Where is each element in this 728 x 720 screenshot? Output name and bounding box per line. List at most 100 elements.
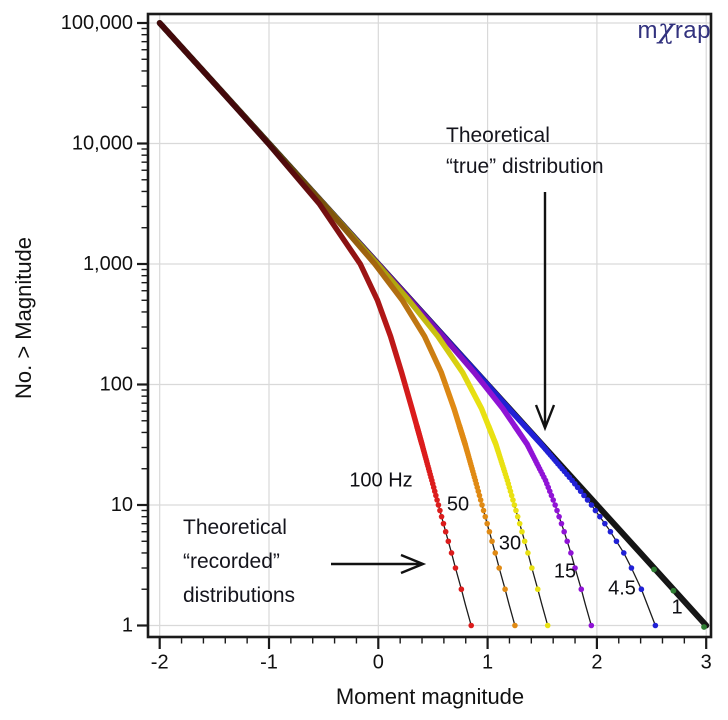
data-point-30	[511, 502, 518, 508]
data-point-100-hz	[433, 492, 439, 499]
data-point-100-hz	[452, 565, 459, 571]
y-tick-label: 1,000	[83, 253, 133, 275]
x-tick-label: -1	[260, 652, 278, 674]
recorded-annotation-line2: “recorded”	[183, 550, 280, 573]
y-tick-label: 10	[111, 494, 133, 516]
true-annotation-line2: “true” distribution	[446, 155, 604, 178]
series-connector-1	[653, 567, 705, 626]
data-point-100-hz	[414, 423, 420, 430]
data-point-4-5	[597, 513, 603, 520]
data-point-100-hz	[448, 550, 455, 556]
x-tick-label: 1	[482, 652, 493, 674]
plot-border	[146, 12, 713, 639]
data-point-30	[514, 513, 521, 520]
data-point-30	[544, 622, 551, 629]
data-point-4-5	[652, 622, 659, 629]
data-point-100-hz	[437, 507, 443, 514]
data-point-50	[496, 565, 502, 571]
x-tick-label: 2	[591, 652, 602, 674]
data-point-15	[578, 586, 585, 593]
data-point-100-hz	[435, 502, 442, 508]
data-point-100-hz	[445, 538, 452, 545]
data-point-50	[479, 502, 485, 508]
data-point-1	[651, 566, 657, 573]
y-axis-title: No. > Magnitude	[11, 236, 36, 400]
data-point-4-5	[577, 488, 584, 495]
data-point-15	[588, 622, 595, 629]
data-point-4-5	[592, 507, 599, 514]
y-tick-label: 1	[122, 615, 133, 637]
recorded-distributions-annotation: Theoretical “recorded” distributions	[183, 511, 295, 613]
data-point-30	[521, 538, 528, 545]
data-point-30	[529, 565, 535, 571]
data-point-50	[456, 423, 463, 430]
series-curves	[156, 20, 710, 630]
data-point-15	[564, 538, 570, 545]
y-tick-label: 10,000	[72, 133, 133, 155]
recorded-annotation-line1: Theoretical	[183, 516, 287, 539]
data-point-30	[534, 586, 541, 593]
series-label-4-5: 4.5	[608, 577, 636, 600]
data-point-1	[670, 587, 677, 594]
y-tick-label: 100,000	[61, 12, 133, 34]
data-point-4-5	[613, 538, 620, 545]
data-point-30	[513, 507, 519, 514]
data-point-50	[482, 513, 489, 520]
data-point-4-5	[602, 520, 608, 527]
series-label-30: 30	[498, 532, 522, 555]
data-point-50	[484, 520, 490, 527]
data-point-100-hz	[440, 520, 447, 527]
data-point-30	[516, 520, 523, 527]
data-point-4-5	[628, 565, 635, 571]
data-point-100-hz	[442, 528, 449, 535]
data-point-4-5	[522, 423, 528, 430]
data-point-4-5	[638, 586, 645, 593]
data-point-100-hz	[458, 586, 465, 593]
data-point-15	[561, 528, 567, 535]
data-point-15	[568, 550, 574, 556]
data-point-15	[512, 423, 518, 430]
series-curve-100-hz	[156, 20, 425, 447]
data-point-50	[477, 497, 484, 503]
data-point-50	[492, 550, 499, 556]
data-point-15	[550, 497, 556, 503]
logo-text-pre: m	[637, 17, 658, 44]
data-point-50	[502, 586, 508, 593]
y-tick-label: 100	[100, 374, 133, 396]
logo-text-post: rap	[674, 17, 711, 44]
series-label-50: 50	[446, 493, 470, 516]
x-tick-label: -2	[151, 652, 169, 674]
data-point-4-5	[584, 497, 591, 503]
data-point-30	[519, 528, 525, 535]
x-axis-title: Moment magnitude	[335, 684, 525, 709]
recorded-annotation-line3: distributions	[183, 584, 296, 607]
data-point-30	[510, 497, 516, 503]
data-point-15	[556, 513, 562, 520]
x-tick-label: 3	[701, 652, 712, 674]
data-point-50	[486, 528, 493, 535]
annotation-arrows	[331, 192, 556, 575]
data-point-30	[485, 423, 492, 430]
data-point-15	[554, 507, 560, 514]
data-point-4-5	[588, 502, 595, 508]
axes: -2 -1 0 1 2 3 1 10 100 1,000 10,000 100,000	[61, 12, 713, 674]
data-point-100-hz	[434, 497, 440, 503]
series-label-1: 1	[671, 596, 683, 619]
data-point-30	[525, 550, 531, 556]
data-point-100-hz	[468, 622, 475, 629]
data-point-50	[476, 492, 483, 499]
data-point-50	[480, 507, 487, 514]
chi-glyph: χ	[657, 14, 675, 45]
true-annotation-line1: Theoretical	[446, 124, 550, 147]
series-label-100-hz: 100 Hz	[349, 469, 413, 492]
recorded-distributions-arrow	[331, 553, 427, 575]
data-point-4-5	[581, 492, 587, 499]
data-point-4-5	[620, 550, 627, 556]
series-curve-50	[156, 20, 468, 447]
true-distribution-annotation: Theoretical “true” distribution	[446, 120, 604, 182]
data-point-50	[489, 538, 495, 545]
true-distribution-arrow	[534, 192, 556, 432]
series-label-15: 15	[553, 560, 577, 583]
